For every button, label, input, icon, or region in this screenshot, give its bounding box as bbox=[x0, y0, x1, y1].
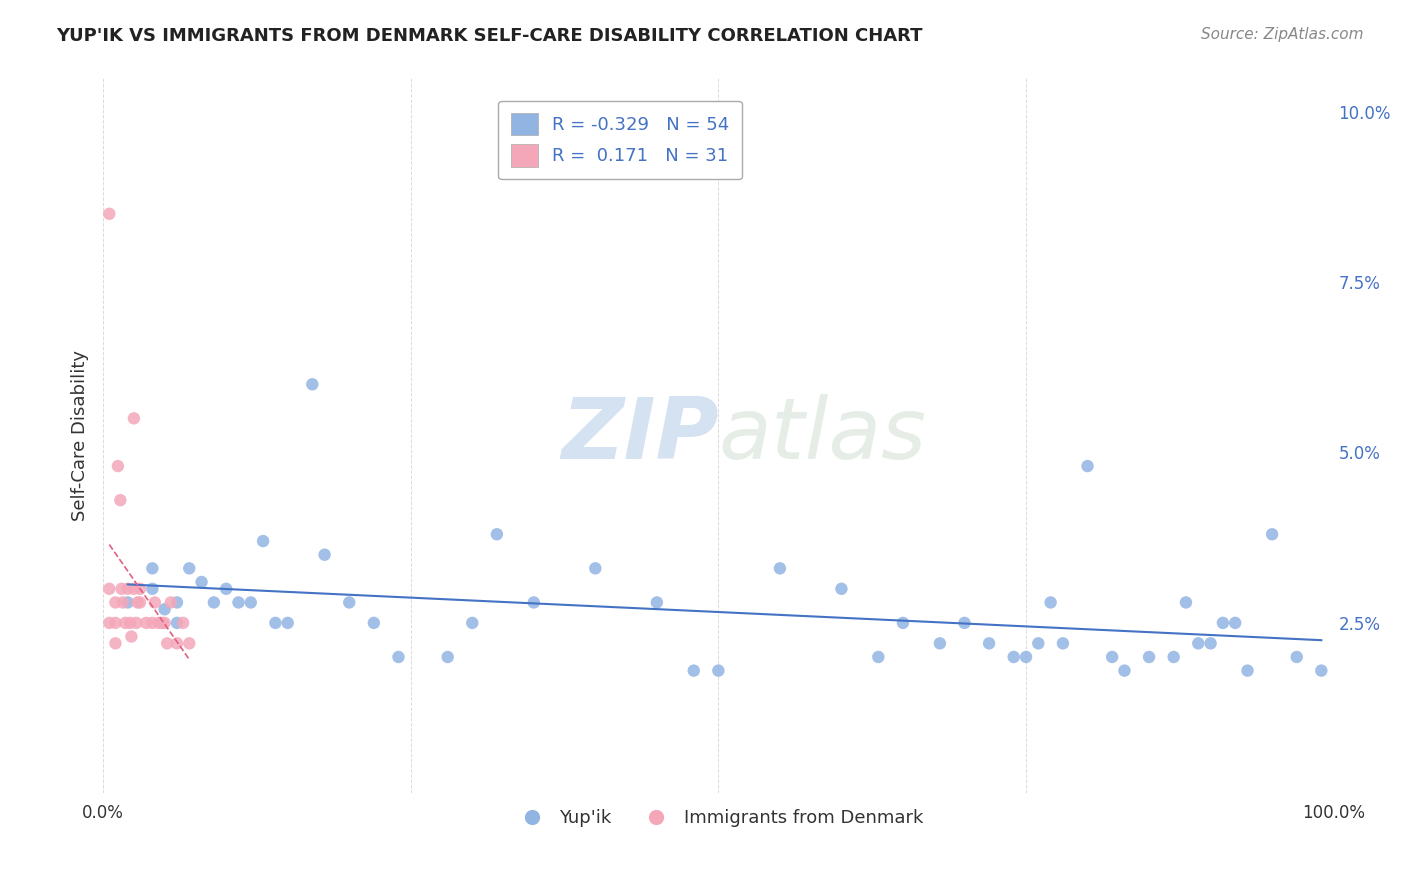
Point bbox=[314, 548, 336, 562]
Point bbox=[111, 595, 134, 609]
Point bbox=[1163, 650, 1185, 665]
Point bbox=[141, 582, 163, 596]
Point bbox=[129, 582, 152, 596]
Point bbox=[1137, 650, 1160, 665]
Point bbox=[202, 595, 225, 609]
Point bbox=[127, 595, 149, 609]
Text: ZIP: ZIP bbox=[561, 394, 718, 477]
Point bbox=[153, 602, 176, 616]
Point bbox=[228, 595, 250, 609]
Point bbox=[277, 615, 299, 630]
Point bbox=[148, 615, 170, 630]
Point bbox=[156, 636, 179, 650]
Point bbox=[1002, 650, 1025, 665]
Point bbox=[125, 615, 148, 630]
Point bbox=[239, 595, 262, 609]
Point bbox=[252, 534, 274, 549]
Point bbox=[264, 615, 287, 630]
Point bbox=[461, 615, 484, 630]
Point bbox=[363, 615, 385, 630]
Point bbox=[1026, 636, 1049, 650]
Point bbox=[129, 595, 152, 609]
Point bbox=[172, 615, 194, 630]
Point bbox=[769, 561, 792, 575]
Point bbox=[523, 595, 546, 609]
Point bbox=[104, 636, 127, 650]
Point bbox=[190, 574, 212, 589]
Point bbox=[120, 615, 142, 630]
Point bbox=[166, 636, 188, 650]
Point bbox=[1310, 664, 1333, 678]
Point bbox=[117, 595, 139, 609]
Point bbox=[135, 615, 157, 630]
Point bbox=[143, 595, 166, 609]
Point bbox=[977, 636, 1000, 650]
Point bbox=[1225, 615, 1247, 630]
Point bbox=[114, 615, 136, 630]
Point bbox=[1187, 636, 1209, 650]
Point bbox=[891, 615, 914, 630]
Point bbox=[122, 582, 145, 596]
Point bbox=[98, 582, 121, 596]
Point bbox=[1101, 650, 1123, 665]
Point bbox=[1039, 595, 1062, 609]
Point bbox=[153, 615, 176, 630]
Point bbox=[1052, 636, 1074, 650]
Point bbox=[117, 582, 139, 596]
Legend: Yup'ik, Immigrants from Denmark: Yup'ik, Immigrants from Denmark bbox=[506, 802, 931, 834]
Point bbox=[583, 561, 606, 575]
Point bbox=[104, 615, 127, 630]
Point bbox=[436, 650, 458, 665]
Point bbox=[215, 582, 238, 596]
Point bbox=[337, 595, 360, 609]
Point bbox=[953, 615, 976, 630]
Point bbox=[707, 664, 730, 678]
Point bbox=[387, 650, 409, 665]
Point bbox=[1261, 527, 1284, 541]
Point bbox=[122, 411, 145, 425]
Point bbox=[928, 636, 950, 650]
Point bbox=[1114, 664, 1136, 678]
Point bbox=[110, 493, 132, 508]
Point bbox=[682, 664, 704, 678]
Point bbox=[1212, 615, 1234, 630]
Point bbox=[141, 561, 163, 575]
Point bbox=[141, 615, 163, 630]
Point bbox=[1199, 636, 1222, 650]
Point bbox=[485, 527, 508, 541]
Point bbox=[179, 561, 201, 575]
Point bbox=[1015, 650, 1038, 665]
Point bbox=[179, 636, 201, 650]
Text: YUP'IK VS IMMIGRANTS FROM DENMARK SELF-CARE DISABILITY CORRELATION CHART: YUP'IK VS IMMIGRANTS FROM DENMARK SELF-C… bbox=[56, 27, 922, 45]
Point bbox=[98, 207, 121, 221]
Point bbox=[110, 582, 132, 596]
Point bbox=[120, 630, 142, 644]
Point bbox=[830, 582, 852, 596]
Point bbox=[166, 615, 188, 630]
Point bbox=[150, 615, 173, 630]
Point bbox=[98, 615, 121, 630]
Point bbox=[868, 650, 890, 665]
Point bbox=[166, 595, 188, 609]
Point bbox=[1175, 595, 1198, 609]
Point bbox=[104, 595, 127, 609]
Point bbox=[645, 595, 668, 609]
Text: atlas: atlas bbox=[718, 394, 927, 477]
Point bbox=[1076, 459, 1098, 474]
Point bbox=[159, 595, 181, 609]
Point bbox=[1285, 650, 1308, 665]
Text: Source: ZipAtlas.com: Source: ZipAtlas.com bbox=[1201, 27, 1364, 42]
Y-axis label: Self-Care Disability: Self-Care Disability bbox=[72, 350, 89, 521]
Point bbox=[301, 377, 323, 392]
Point bbox=[107, 459, 129, 474]
Point bbox=[1236, 664, 1258, 678]
